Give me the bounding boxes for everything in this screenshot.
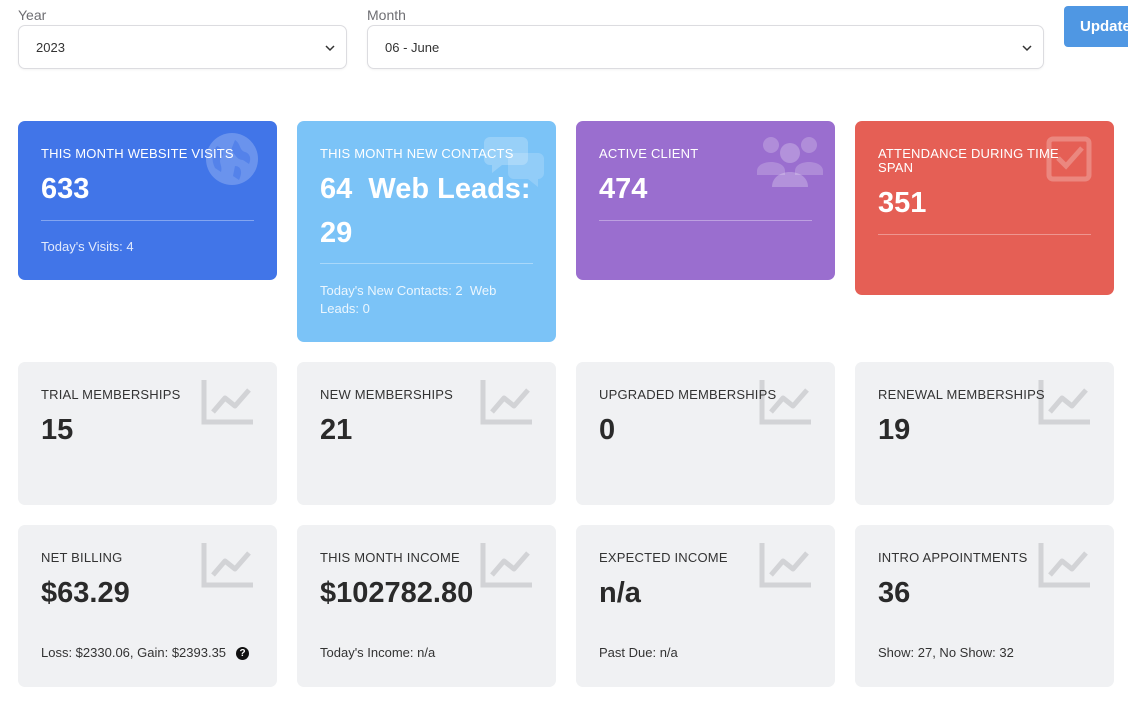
chevron-down-icon (1022, 45, 1032, 52)
card-title: INTRO APPOINTMENTS (878, 550, 1028, 565)
income-card: THIS MONTH INCOME $102782.80 Today's Inc… (297, 525, 556, 687)
card-value: $102782.80 (320, 577, 474, 609)
chart-line-icon (201, 543, 253, 588)
update-button[interactable]: Update (1064, 6, 1128, 47)
chart-line-icon (759, 380, 811, 425)
card-footer: Today's New Contacts: 2 Web Leads: 0 (320, 283, 501, 316)
card-value: 0 (599, 414, 616, 446)
website-visits-card: THIS MONTH WEBSITE VISITS 633 Today's Vi… (18, 121, 277, 280)
divider (41, 220, 254, 221)
divider (599, 220, 812, 221)
card-title: EXPECTED INCOME (599, 550, 728, 565)
chat-icon (484, 137, 544, 187)
card-value: n/a (599, 577, 641, 609)
chart-line-icon (1038, 543, 1090, 588)
card-value: 21 (320, 414, 353, 446)
year-select-value: 2023 (36, 39, 65, 55)
chart-line-icon (480, 543, 532, 588)
card-footer-text: Loss: $2330.06, Gain: $2393.35 (41, 645, 227, 660)
attendance-card: ATTENDANCE DURING TIME SPAN 351 (855, 121, 1114, 295)
card-title: THIS MONTH NEW CONTACTS (320, 146, 514, 161)
card-title: ATTENDANCE DURING TIME SPAN (878, 146, 1059, 175)
filter-bar: Year 2023 Month 06 - June Update (0, 0, 1128, 80)
card-footer: Loss: $2330.06, Gain: $2393.35? (41, 644, 250, 662)
card-value: 474 (599, 173, 648, 205)
card-title: THIS MONTH WEBSITE VISITS (41, 146, 234, 161)
help-icon[interactable]: ? (236, 647, 250, 660)
chevron-down-icon (325, 45, 335, 52)
net-billing-card: NET BILLING $63.29 Loss: $2330.06, Gain:… (18, 525, 277, 687)
card-value: 351 (878, 187, 927, 219)
globe-icon (206, 133, 258, 185)
card-title: ACTIVE CLIENT (599, 146, 699, 161)
card-value: $63.29 (41, 577, 130, 609)
card-title: UPGRADED MEMBERSHIPS (599, 387, 777, 402)
chart-line-icon (201, 380, 253, 425)
year-select[interactable]: 2023 (18, 25, 347, 69)
card-title: THIS MONTH INCOME (320, 550, 460, 565)
checkbox-icon (1046, 136, 1092, 182)
renewal-memberships-card: RENEWAL MEMBERSHIPS 19 (855, 362, 1114, 505)
new-contacts-card: THIS MONTH NEW CONTACTS 64 Web Leads: 29… (297, 121, 556, 342)
divider (320, 263, 533, 264)
chart-line-icon (1038, 380, 1090, 425)
year-label: Year (18, 7, 47, 23)
card-title: NET BILLING (41, 550, 123, 565)
card-footer: Today's Income: n/a (320, 645, 436, 660)
active-client-card: ACTIVE CLIENT 474 (576, 121, 835, 280)
card-value-continued: 29 (320, 217, 353, 249)
month-label: Month (367, 7, 406, 23)
card-title: RENEWAL MEMBERSHIPS (878, 387, 1045, 402)
card-footer: Past Due: n/a (599, 645, 678, 660)
card-footer: Show: 27, No Show: 32 (878, 645, 1014, 660)
card-value: 633 (41, 173, 90, 205)
card-value: 36 (878, 577, 911, 609)
divider (878, 234, 1091, 235)
expected-income-card: EXPECTED INCOME n/a Past Due: n/a (576, 525, 835, 687)
users-icon (757, 137, 823, 187)
month-select[interactable]: 06 - June (367, 25, 1044, 69)
month-select-value: 06 - June (385, 39, 440, 55)
trial-memberships-card: TRIAL MEMBERSHIPS 15 (18, 362, 277, 505)
card-value: 15 (41, 414, 74, 446)
card-value: 64 Web Leads: (320, 173, 531, 205)
new-memberships-card: NEW MEMBERSHIPS 21 (297, 362, 556, 505)
card-value: 19 (878, 414, 911, 446)
intro-appointments-card: INTRO APPOINTMENTS 36 Show: 27, No Show:… (855, 525, 1114, 687)
card-footer: Today's Visits: 4 (41, 239, 134, 254)
chart-line-icon (759, 543, 811, 588)
upgraded-memberships-card: UPGRADED MEMBERSHIPS 0 (576, 362, 835, 505)
card-title: NEW MEMBERSHIPS (320, 387, 454, 402)
chart-line-icon (480, 380, 532, 425)
card-title: TRIAL MEMBERSHIPS (41, 387, 181, 402)
